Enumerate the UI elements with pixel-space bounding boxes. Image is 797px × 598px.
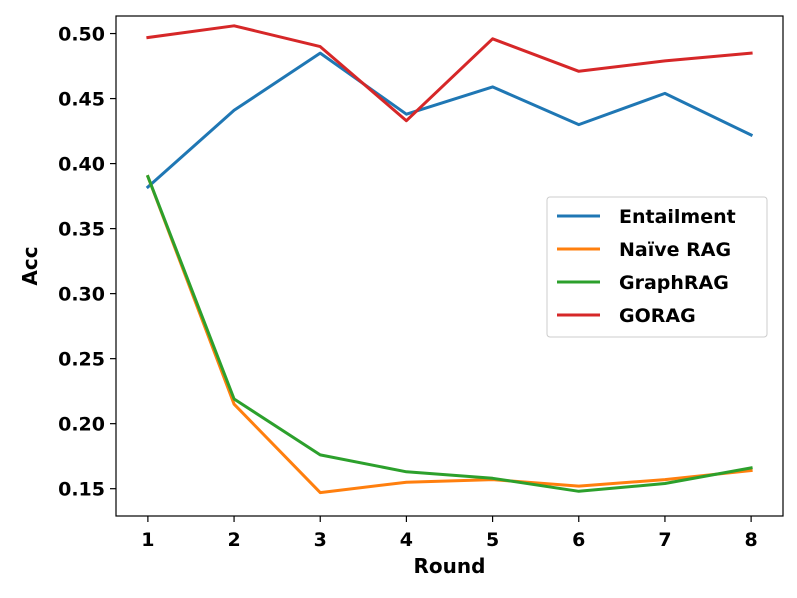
x-tick-label: 6 xyxy=(572,529,585,551)
series-line-graphrag xyxy=(145,174,753,493)
series-line-entailment xyxy=(145,51,754,190)
x-axis-title: Round xyxy=(414,554,486,578)
y-tick-label: 0.25 xyxy=(58,349,105,371)
series-line-gorag xyxy=(146,24,753,123)
legend-label: GORAG xyxy=(619,305,696,327)
legend-label: Naïve RAG xyxy=(619,239,731,261)
x-axis-ticks: 1 2 3 4 5 6 7 8 xyxy=(141,516,758,551)
series-lines xyxy=(145,24,754,495)
x-tick-label: 1 xyxy=(141,529,154,551)
plot-frame xyxy=(115,15,784,517)
x-tick-label: 3 xyxy=(314,529,327,551)
x-tick-label: 5 xyxy=(486,529,499,551)
legend-box xyxy=(546,196,768,338)
x-tick-label: 8 xyxy=(744,529,757,551)
y-tick-label: 0.35 xyxy=(58,219,105,241)
legend-label: GraphRAG xyxy=(619,272,729,294)
x-tick-label: 4 xyxy=(400,529,413,551)
series-line-na-ve-rag xyxy=(145,174,753,495)
legend-label: Entailment xyxy=(619,206,736,228)
y-axis-title: Acc xyxy=(18,246,42,285)
y-tick-label: 0.45 xyxy=(58,89,105,111)
y-tick-label: 0.30 xyxy=(58,284,105,306)
x-tick-label: 2 xyxy=(227,529,240,551)
y-tick-label: 0.40 xyxy=(58,154,105,176)
y-tick-label: 0.50 xyxy=(58,24,105,46)
y-tick-label: 0.20 xyxy=(58,414,105,436)
legend: Entailment Naïve RAG GraphRAG GORAG xyxy=(546,196,768,338)
x-tick-label: 7 xyxy=(658,529,671,551)
y-axis-ticks: 0.15 0.20 0.25 0.30 0.35 0.40 0.45 0.50 xyxy=(58,24,116,501)
y-tick-label: 0.15 xyxy=(58,479,105,501)
